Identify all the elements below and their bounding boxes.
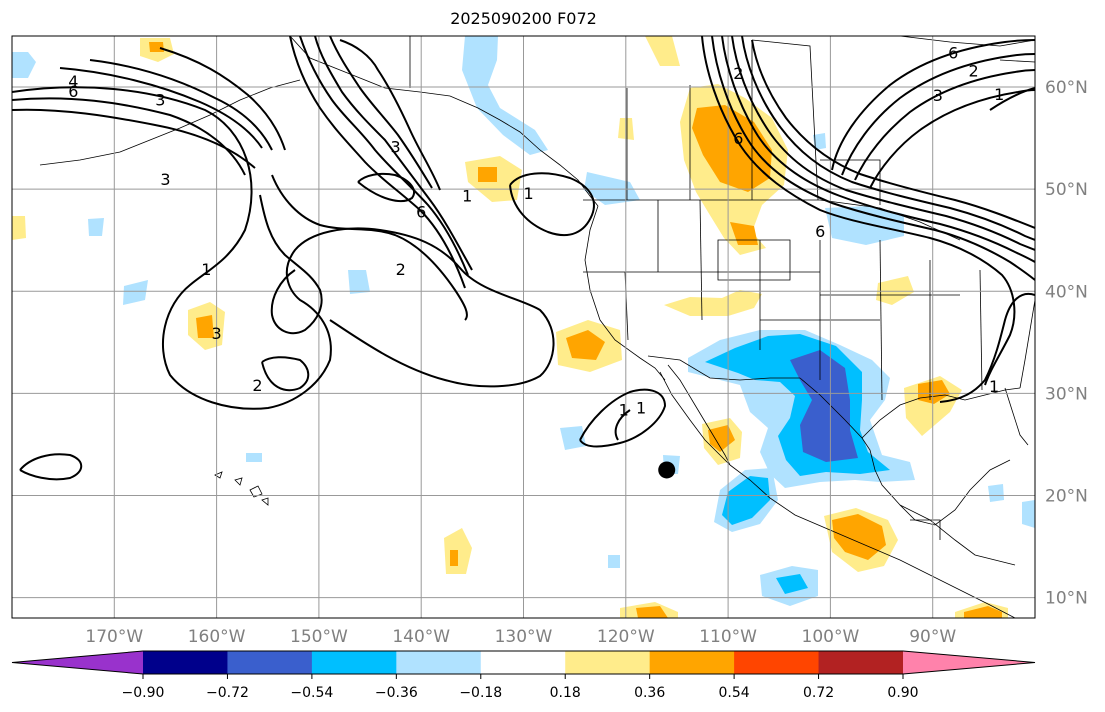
- longitude-tick-labels: 170°W 160°W 150°W 140°W 130°W 120°W 110°W 100°W…: [85, 627, 956, 647]
- lat-tick-label: 60°N: [1045, 78, 1088, 98]
- colorbar-tick-label: −0.54: [290, 685, 333, 701]
- colorbar-segment: [227, 651, 313, 674]
- contour-label: 2: [252, 376, 262, 395]
- contour-label: 6: [948, 43, 958, 62]
- contour-label: 4: [68, 72, 78, 91]
- lat-tick-label: 30°N: [1045, 384, 1088, 404]
- map-title: 2025090200 F072: [450, 9, 597, 28]
- contour-label: 1: [462, 186, 472, 205]
- contour-label: 1: [201, 260, 211, 279]
- colorbar-segment: [818, 651, 904, 674]
- colorbar-tick-label: −0.36: [375, 685, 418, 701]
- contour-labels: 4633632132111266632111: [68, 43, 1004, 420]
- contour-label: 6: [815, 222, 825, 241]
- lat-tick-label: 10°N: [1045, 589, 1088, 609]
- colorbar-segment: [480, 651, 566, 674]
- contour-lines: [12, 36, 1035, 481]
- lat-tick-label: 40°N: [1045, 282, 1088, 302]
- contour-label: 1: [989, 377, 999, 396]
- lat-tick-label: 50°N: [1045, 180, 1088, 200]
- lon-tick-label: 160°W: [188, 627, 246, 647]
- colorbar-segment: [649, 651, 735, 674]
- lon-tick-label: 90°W: [909, 627, 956, 647]
- contour-label: 1: [994, 85, 1004, 104]
- colorbar-tick-label: 0.72: [803, 685, 834, 701]
- colorbar: −0.90 −0.72 −0.54 −0.36 −0.18 0.18 0.36 0.54 0.7…: [11, 650, 1036, 701]
- contour-label: 3: [212, 324, 222, 343]
- lon-tick-label: 100°W: [802, 627, 860, 647]
- colorbar-segment: [565, 651, 651, 674]
- colorbar-tick-label: 0.18: [550, 685, 581, 701]
- colorbar-tick-label: −0.90: [122, 685, 165, 701]
- contour-label: 3: [933, 86, 943, 105]
- colorbar-tick-label: 0.90: [887, 685, 918, 701]
- gridlines: [12, 36, 1035, 618]
- lat-tick-label: 20°N: [1045, 486, 1088, 506]
- colorbar-extend-high: [903, 651, 1035, 674]
- colorbar-segment: [143, 651, 228, 674]
- contour-label: 3: [155, 90, 165, 109]
- colorbar-segment: [734, 651, 820, 674]
- map-frame: [11, 35, 1036, 619]
- latitude-tick-labels: 10°N 20°N 30°N 40°N 50°N 60°N: [1045, 78, 1088, 609]
- contour-label: 2: [396, 260, 406, 279]
- contour-label: 1: [619, 401, 629, 420]
- colorbar-segment: [311, 651, 397, 674]
- contour-label: 3: [160, 170, 170, 189]
- contour-label: 6: [416, 203, 426, 222]
- colorbar-segment: [396, 651, 482, 674]
- lon-tick-label: 140°W: [392, 627, 450, 647]
- contour-label: 3: [391, 137, 401, 156]
- colorbar-tick-label: −0.72: [206, 685, 249, 701]
- contour-label: 6: [68, 82, 78, 101]
- contour-label: 2: [969, 62, 979, 81]
- colorbar-tick-label: 0.36: [634, 685, 665, 701]
- contour-label: 2: [733, 64, 743, 83]
- lon-tick-label: 130°W: [495, 627, 553, 647]
- coastlines-and-borders: [39, 36, 1035, 618]
- lon-tick-label: 120°W: [597, 627, 655, 647]
- colorbar-tick-label: −0.18: [459, 685, 502, 701]
- lon-tick-label: 110°W: [699, 627, 757, 647]
- contour-label: 1: [524, 184, 534, 203]
- contour-label: 1: [636, 399, 646, 418]
- contour-label: 6: [733, 129, 743, 148]
- lon-tick-label: 150°W: [290, 627, 348, 647]
- colorbar-extend-low: [12, 651, 143, 674]
- storm-position-marker: [658, 461, 676, 479]
- colorbar-tick-label: 0.54: [719, 685, 750, 701]
- lon-tick-label: 170°W: [85, 627, 143, 647]
